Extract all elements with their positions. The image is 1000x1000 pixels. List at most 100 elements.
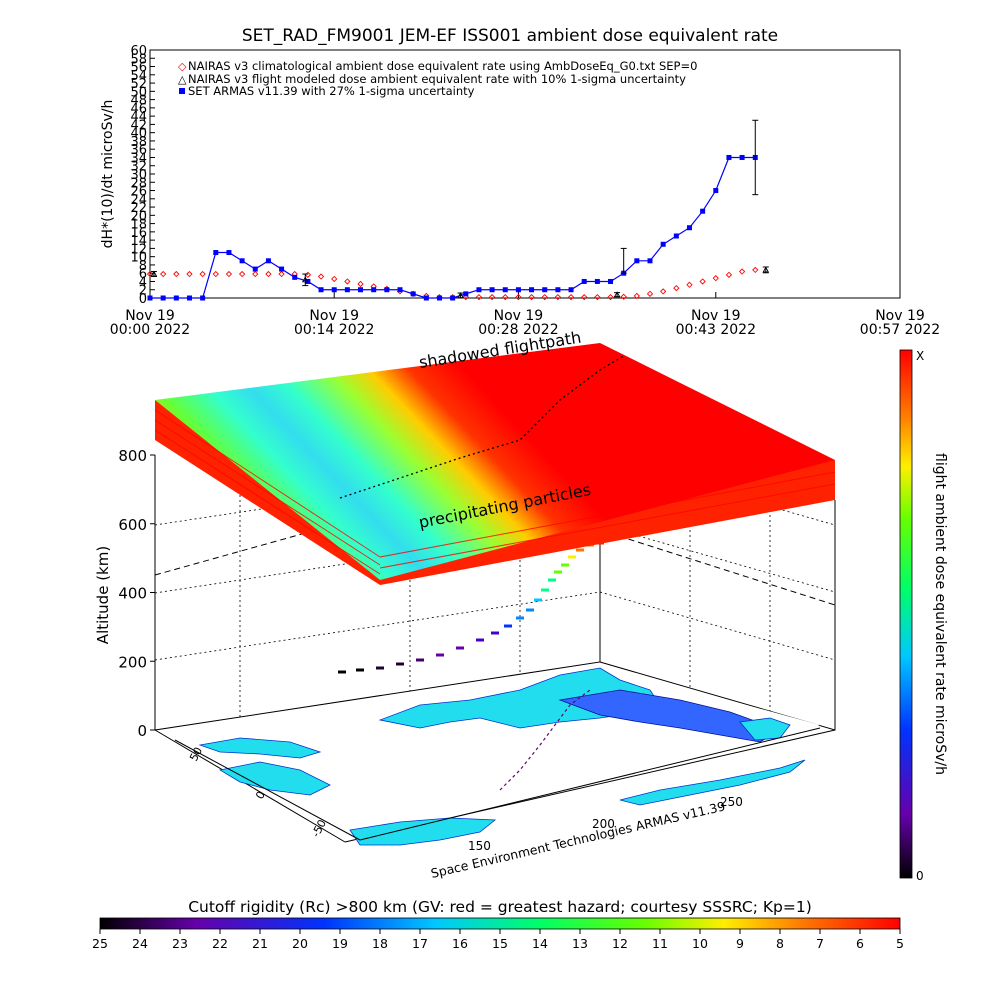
flight-path-segment xyxy=(548,578,556,582)
armas-point xyxy=(292,274,298,280)
y-tick-label: 0 xyxy=(139,292,147,307)
flight-path-segment xyxy=(491,631,499,635)
armas-point xyxy=(173,295,179,301)
armas-point xyxy=(700,208,706,214)
armas-point xyxy=(660,241,666,247)
y-tick-label: 28 xyxy=(130,176,147,191)
y-tick-label: 34 xyxy=(130,151,147,166)
flight-modeled-point xyxy=(457,292,464,298)
y-tick-label: 38 xyxy=(130,135,147,150)
armas-point xyxy=(318,287,324,293)
climatological-point xyxy=(475,294,483,301)
armas-point xyxy=(160,295,166,301)
longitude-axis-ticks: 150 200 250 xyxy=(468,795,743,853)
armas-point xyxy=(594,278,600,284)
flight-path-segment xyxy=(561,563,569,567)
y-tick-label: 24 xyxy=(130,193,147,208)
altitude-tick-label: 800 xyxy=(118,447,147,465)
flight-path-segment xyxy=(526,608,534,612)
x-tick-label-date: Nov 19 xyxy=(125,308,175,324)
y-tick-label: 2 xyxy=(139,284,147,299)
land-east-asia xyxy=(218,761,331,796)
climatological-point xyxy=(554,294,562,301)
altitude-axis-label: Altitude (km) xyxy=(94,546,112,644)
armas-point xyxy=(358,287,364,293)
rigidity-tick-label: 10 xyxy=(692,936,708,951)
x-tick-label-time: 00:57 2022 xyxy=(860,322,940,338)
precipitation-slab: shadowed flightpath precipitating partic… xyxy=(154,328,836,585)
climatological-point xyxy=(607,294,614,301)
armas-point xyxy=(344,287,350,293)
flight-path-segment xyxy=(568,555,576,559)
latitude-tick-label: -50 xyxy=(309,817,329,839)
rigidity-tick-label: 24 xyxy=(132,936,148,951)
armas-point xyxy=(450,295,456,301)
rigidity-colorbar-scale xyxy=(99,917,901,930)
x-tick-label-time: 00:43 2022 xyxy=(676,322,756,338)
climatological-point xyxy=(699,278,706,285)
latitude-tick-label: 0 xyxy=(253,789,268,801)
armas-point xyxy=(463,291,469,297)
altitude-3d-panel: shadowed flightpath precipitating partic… xyxy=(94,328,836,881)
y-tick-label: 56 xyxy=(130,61,147,76)
armas-point xyxy=(371,287,377,293)
armas-point xyxy=(673,233,679,239)
flight-path-segment xyxy=(554,570,562,574)
climatological-point xyxy=(278,270,285,278)
armas-point xyxy=(581,278,587,284)
legend: ◇ NAIRAS v3 climatological ambient dose … xyxy=(178,59,697,98)
armas-point xyxy=(279,266,285,272)
rigidity-tick-label: 11 xyxy=(652,936,668,951)
land-greenland xyxy=(739,717,791,741)
rigidity-tick-label: 19 xyxy=(332,936,348,951)
y-tick-label: 20 xyxy=(130,209,147,224)
armas-point xyxy=(739,154,745,160)
x-tick-label-date: Nov 19 xyxy=(309,308,359,324)
y-tick-label: 4 xyxy=(139,275,147,290)
diamond-marker-icon: ◇ xyxy=(178,60,187,73)
armas-point xyxy=(568,287,574,293)
legend-entry-climatological: NAIRAS v3 climatological ambient dose eq… xyxy=(188,59,697,73)
y-tick-label: 6 xyxy=(139,267,147,282)
armas-point xyxy=(476,287,482,293)
y-tick-label: 40 xyxy=(130,127,147,142)
y-tick-label: 52 xyxy=(130,77,147,92)
series-layer xyxy=(146,119,770,301)
armas-point xyxy=(713,188,719,194)
armas-point xyxy=(331,287,337,293)
flight-path-segment xyxy=(436,653,444,657)
climatological-point xyxy=(620,293,627,300)
climatological-point xyxy=(633,292,640,300)
rigidity-title: Cutoff rigidity (Rc) >800 km (GV: red = … xyxy=(188,898,812,916)
y-tick-label: 42 xyxy=(130,118,147,133)
map-floor xyxy=(175,665,820,846)
rigidity-tick-label: 21 xyxy=(252,936,268,951)
armas-point xyxy=(686,225,692,231)
y-tick-label: 22 xyxy=(130,201,147,216)
ground-track xyxy=(499,689,591,791)
armas-point xyxy=(555,287,561,293)
y-tick-label: 36 xyxy=(130,143,147,158)
rigidity-tick-label: 6 xyxy=(856,936,864,951)
dose-colorbar-bottom-label: 0 xyxy=(916,869,924,883)
climatological-point xyxy=(686,281,693,288)
rigidity-tick-label: 7 xyxy=(816,936,824,951)
y-tick-label: 18 xyxy=(130,218,147,233)
y-tick-label: 32 xyxy=(130,160,147,175)
armas-point xyxy=(265,258,271,264)
x-tick-label-time: 00:14 2022 xyxy=(294,322,374,338)
legend-entry-armas: SET ARMAS v11.39 with 27% 1-sigma uncert… xyxy=(188,84,475,98)
dose-colorbar: X 0 flight ambient dose equivalent rate … xyxy=(899,349,948,883)
dose-colorbar-label: flight ambient dose equivalent rate micr… xyxy=(932,453,948,775)
armas-point xyxy=(608,278,614,284)
climatological-point xyxy=(173,270,180,278)
climatological-point xyxy=(738,268,746,275)
rigidity-tick-label: 25 xyxy=(92,936,108,951)
climatological-point xyxy=(186,270,193,278)
slab-top xyxy=(155,343,835,580)
climatological-point xyxy=(673,284,680,292)
rigidity-tick-label: 23 xyxy=(172,936,188,951)
flight-path-segment xyxy=(356,668,364,672)
y-tick-label: 48 xyxy=(130,94,147,109)
climatological-point xyxy=(331,275,338,283)
